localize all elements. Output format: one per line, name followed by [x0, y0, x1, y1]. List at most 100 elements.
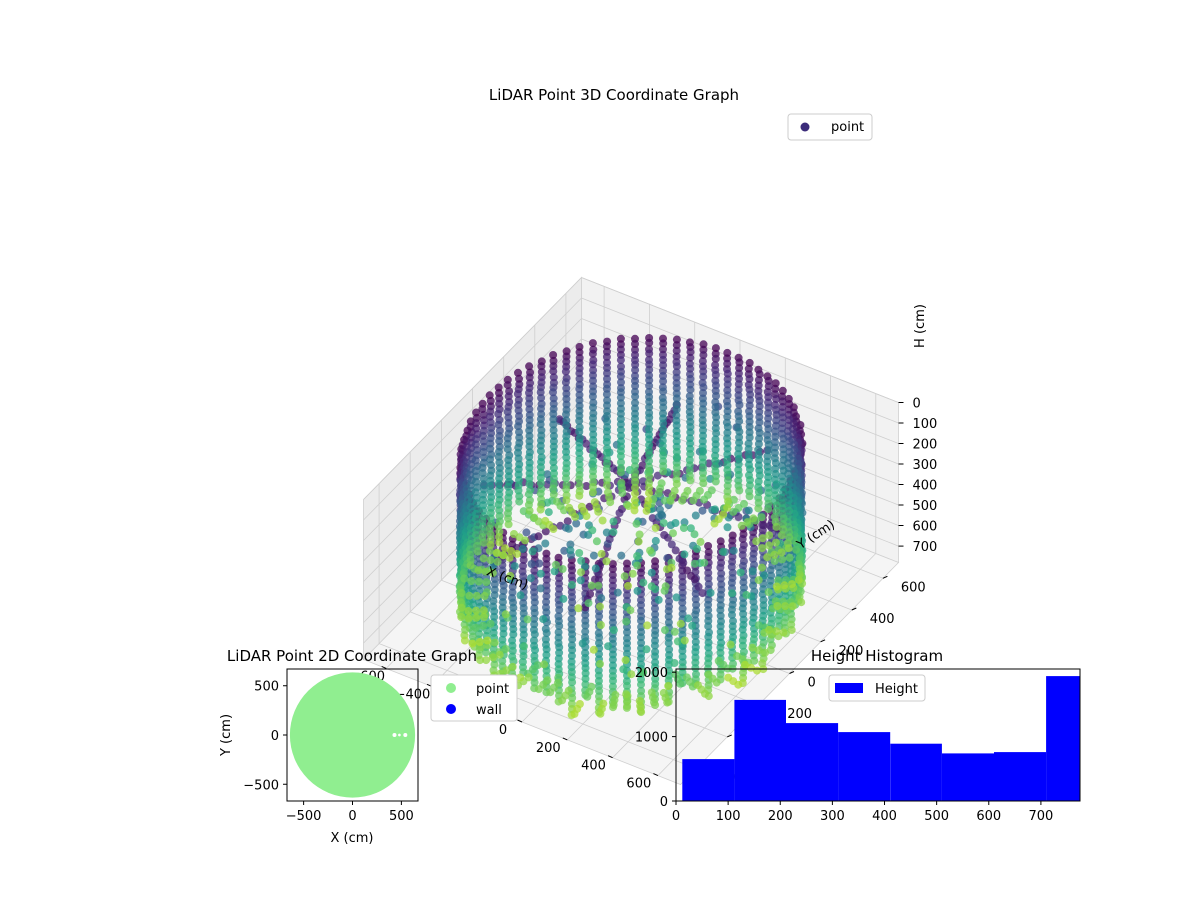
- lidar-point: [635, 530, 644, 539]
- lidar-point: [619, 665, 628, 674]
- lidar-point: [616, 452, 625, 461]
- lidar-point: [645, 457, 653, 466]
- lidar-point: [518, 545, 527, 553]
- legend-2d-point-label: point: [476, 682, 509, 697]
- lidar-point: [581, 653, 590, 662]
- lidar-point: [631, 424, 640, 433]
- lidar-point: [549, 464, 558, 472]
- lidar-point: [464, 614, 473, 623]
- lidar-point: [764, 588, 773, 597]
- lidar-point: [698, 437, 707, 446]
- lidar-point: [486, 498, 495, 507]
- lidar-point: [761, 648, 769, 657]
- lidar-point: [726, 640, 735, 649]
- lidar-point: [631, 462, 639, 471]
- lidar-point: [552, 560, 560, 569]
- lidar-point: [699, 389, 707, 397]
- lidar-point: [704, 553, 713, 561]
- lidar-point: [533, 661, 542, 670]
- lidar-point: [626, 606, 635, 615]
- lidar-point: [468, 632, 477, 641]
- lidar-point: [562, 442, 570, 451]
- lidar-point: [691, 511, 700, 520]
- lidar-point: [514, 486, 523, 495]
- lidar-point: [678, 598, 687, 607]
- lidar-point: [758, 590, 767, 599]
- lidar-point: [745, 358, 754, 367]
- lidar-point: [723, 348, 732, 357]
- x-tick-label-2d: 500: [389, 809, 414, 824]
- histogram-bar: [890, 743, 942, 801]
- lidar-point: [503, 434, 512, 443]
- lidar-point: [490, 638, 499, 647]
- lidar-point: [797, 598, 806, 607]
- lidar-point: [525, 463, 534, 472]
- lidar-point: [699, 351, 708, 360]
- lidar-point: [595, 633, 604, 642]
- lidar-point: [589, 376, 597, 385]
- lidar-point: [645, 403, 654, 412]
- x-tick-label-2d: 0: [348, 809, 356, 824]
- lidar-point: [603, 374, 611, 383]
- scatter-3d-points: [455, 334, 807, 719]
- lidar-point: [589, 551, 598, 560]
- lidar-point: [554, 628, 563, 637]
- lidar-point: [661, 582, 670, 591]
- lidar-point: [567, 651, 576, 660]
- lidar-point: [594, 581, 603, 590]
- lidar-point: [575, 700, 584, 708]
- lidar-point: [764, 403, 773, 412]
- lidar-point: [659, 688, 668, 697]
- lidar-point: [616, 388, 625, 397]
- lidar-point: [692, 601, 701, 609]
- lidar-point: [779, 413, 787, 422]
- lidar-point: [735, 486, 744, 495]
- lidar-point: [746, 465, 754, 474]
- lidar-point: [562, 410, 570, 419]
- z-tick-label-3d: 700: [912, 540, 937, 555]
- lidar-point: [581, 680, 590, 689]
- lidar-point: [765, 531, 774, 540]
- lidar-point: [645, 419, 654, 428]
- lidar-point: [704, 670, 713, 679]
- lidar-point: [764, 488, 773, 497]
- lidar-point: [716, 643, 725, 652]
- lidar-point: [660, 496, 669, 505]
- lidar-point: [738, 551, 747, 559]
- lidar-point: [771, 459, 780, 468]
- lidar-point: [575, 491, 584, 500]
- lidar-point: [746, 476, 754, 484]
- lidar-point: [683, 566, 692, 575]
- lidar-point: [679, 524, 688, 532]
- lidar-point: [482, 578, 491, 587]
- lidar-point: [637, 616, 645, 625]
- lidar-point: [550, 567, 559, 576]
- lidar-point: [654, 595, 663, 604]
- lidar-point: [785, 474, 794, 483]
- lidar-point: [509, 603, 518, 612]
- lidar-point: [690, 559, 699, 568]
- lidar-point: [672, 447, 681, 456]
- lidar-point: [549, 420, 558, 429]
- lidar-point: [519, 652, 528, 661]
- lidar-point: [575, 390, 584, 399]
- lidar-point: [616, 420, 625, 429]
- lidar-point: [486, 540, 495, 549]
- lidar-point: [474, 566, 483, 575]
- lidar-point: [486, 509, 495, 517]
- lidar-point: [575, 358, 584, 367]
- lidar-point: [514, 422, 523, 431]
- lidar-point: [772, 627, 781, 636]
- lidar-point: [672, 394, 681, 403]
- lidar-point: [623, 681, 631, 690]
- lidar-point: [524, 673, 533, 682]
- lidar-point: [704, 622, 713, 631]
- lidar-point: [631, 414, 639, 423]
- lidar-point: [490, 607, 499, 616]
- lidar-point: [781, 602, 790, 611]
- lidar-point: [682, 673, 691, 682]
- lidar-point: [672, 463, 681, 472]
- histogram-y-tick-label: 1000: [635, 731, 668, 746]
- lidar-point: [714, 656, 723, 665]
- lidar-point: [472, 591, 481, 600]
